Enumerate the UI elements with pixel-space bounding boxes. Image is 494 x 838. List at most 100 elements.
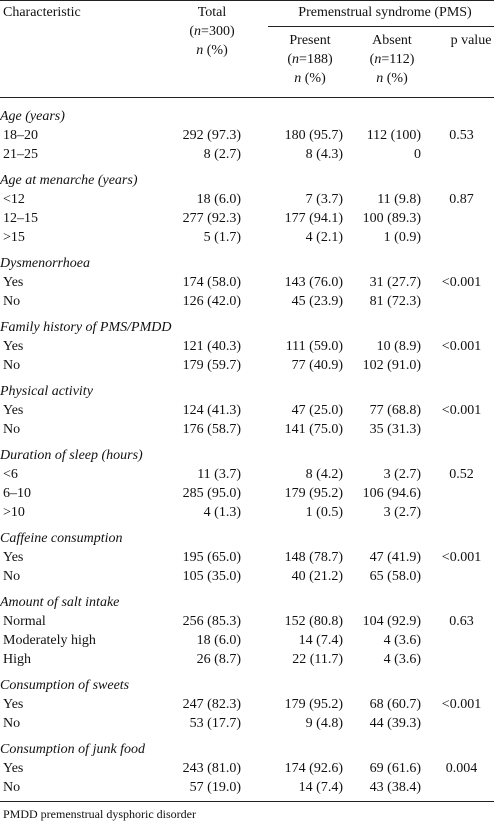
cell: [421, 567, 494, 586]
cell: No: [3, 422, 21, 437]
section-row: Consumption of junk food: [0, 733, 494, 759]
section-title: Physical activity: [0, 384, 93, 399]
cell: Yes: [3, 761, 24, 776]
cell: 102 (91.0): [362, 358, 421, 373]
cell: 53 (17.7): [189, 716, 241, 731]
header-cell: n (%): [294, 71, 326, 86]
section-title: Consumption of sweets: [0, 678, 130, 693]
cell: 40 (21.2): [291, 569, 343, 584]
data-row: Yes 121 (40.3) 111 (59.0) 10 (8.9) <0.001: [0, 337, 494, 356]
cell: 112 (100): [366, 128, 421, 143]
cell: 100 (89.3): [362, 211, 421, 226]
cell: No: [3, 358, 21, 373]
cell: 179 (95.2): [284, 486, 343, 501]
cell: 3 (2.7): [383, 467, 421, 482]
cell: Yes: [3, 403, 24, 418]
cell: 0: [414, 147, 421, 162]
header-cell: Characteristic: [3, 5, 81, 20]
p-value: <0.001: [441, 403, 482, 418]
data-row: 21–25 8 (2.7) 8 (4.3) 0: [0, 145, 494, 164]
cell: 4 (3.6): [383, 633, 421, 648]
cell: 77 (40.9): [291, 358, 343, 373]
cell: 7 (3.7): [305, 192, 343, 207]
header-cell: p value: [450, 33, 492, 48]
cell: [421, 292, 494, 311]
p-value: <0.001: [441, 339, 482, 354]
cell: >15: [3, 230, 25, 245]
cell: 9 (4.8): [305, 716, 343, 731]
table: Age (years) 18–20 292 (97.3) 180 (95.7) 112 …: [0, 100, 494, 797]
cell: [421, 650, 494, 669]
header-cell: n (%): [196, 43, 228, 58]
cell: 69 (61.6): [369, 761, 421, 776]
data-row: <12 18 (6.0) 7 (3.7) 11 (9.8) 0.87: [0, 190, 494, 209]
cell: 143 (76.0): [284, 275, 343, 290]
cell: 4 (3.6): [383, 652, 421, 667]
cell: 12–15: [3, 211, 38, 226]
cell: 8 (4.2): [305, 467, 343, 482]
data-row: No 53 (17.7) 9 (4.8) 44 (39.3): [0, 714, 494, 733]
section-row: Caffeine consumption: [0, 522, 494, 548]
section-row: Age at menarche (years): [0, 164, 494, 190]
data-row: Yes 195 (65.0) 148 (78.7) 47 (41.9) <0.001: [0, 548, 494, 567]
cell: 11 (3.7): [197, 467, 241, 482]
cell: [421, 228, 494, 247]
header-cell: Absent: [372, 33, 412, 48]
cell: 5 (1.7): [203, 230, 241, 245]
cell: No: [3, 716, 21, 731]
p-value: 0.87: [449, 192, 474, 207]
section-title: Family history of PMS/PMDD: [0, 320, 172, 335]
cell: 174 (92.6): [284, 761, 343, 776]
cell: 10 (8.9): [376, 339, 421, 354]
footnote: PMDD premenstrual dysphoric disorder: [3, 807, 196, 821]
cell: 8 (4.3): [305, 147, 343, 162]
header-cell: (n=188): [287, 52, 333, 67]
cell: 22 (11.7): [292, 652, 343, 667]
data-row: <6 11 (3.7) 8 (4.2) 3 (2.7) 0.52: [0, 465, 494, 484]
section-title: Age at menarche (years): [0, 173, 138, 188]
top-rule: [0, 0, 494, 1]
cell: [421, 631, 494, 650]
cell: 6–10: [3, 486, 31, 501]
cell: 57 (19.0): [189, 780, 241, 795]
cell: 18–20: [3, 128, 38, 143]
p-value: <0.001: [441, 697, 482, 712]
cell: No: [3, 780, 21, 795]
cell: 77 (68.8): [369, 403, 421, 418]
cell: 45 (23.9): [291, 294, 343, 309]
cell: High: [3, 652, 31, 667]
cell: <6: [3, 467, 18, 482]
header-cell: (n=112): [369, 52, 415, 67]
cell: Yes: [3, 697, 24, 712]
section-row: Consumption of sweets: [0, 669, 494, 695]
cell: 111 (59.0): [285, 339, 343, 354]
section-title: Dysmenorrhoea: [0, 256, 90, 271]
cell: 148 (78.7): [284, 550, 343, 565]
cell: Moderately high: [3, 633, 96, 648]
cell: 35 (31.3): [369, 422, 421, 437]
section-row: Physical activity: [0, 375, 494, 401]
cell: >10: [3, 505, 25, 520]
section-row: Dysmenorrhoea: [0, 247, 494, 273]
cell: 180 (95.7): [284, 128, 343, 143]
data-row: 18–20 292 (97.3) 180 (95.7) 112 (100) 0.53: [0, 126, 494, 145]
data-row: No 179 (59.7) 77 (40.9) 102 (91.0): [0, 356, 494, 375]
cell: 4 (1.3): [203, 505, 241, 520]
p-value: <0.001: [441, 275, 482, 290]
section-row: Age (years): [0, 100, 494, 126]
section-title: Consumption of junk food: [0, 742, 146, 757]
cell: Yes: [3, 275, 24, 290]
cell: [421, 503, 494, 522]
p-value: 0.63: [449, 614, 474, 629]
header-rule: [0, 97, 494, 98]
cell: 44 (39.3): [369, 716, 421, 731]
cell: 179 (59.7): [182, 358, 241, 373]
cell: [421, 778, 494, 797]
cell: 18 (6.0): [196, 192, 241, 207]
cell: 1 (0.9): [383, 230, 421, 245]
header-cell: n (%): [376, 71, 408, 86]
cell: 174 (58.0): [182, 275, 241, 290]
p-value: 0.52: [449, 467, 474, 482]
cell: 31 (27.7): [369, 275, 421, 290]
